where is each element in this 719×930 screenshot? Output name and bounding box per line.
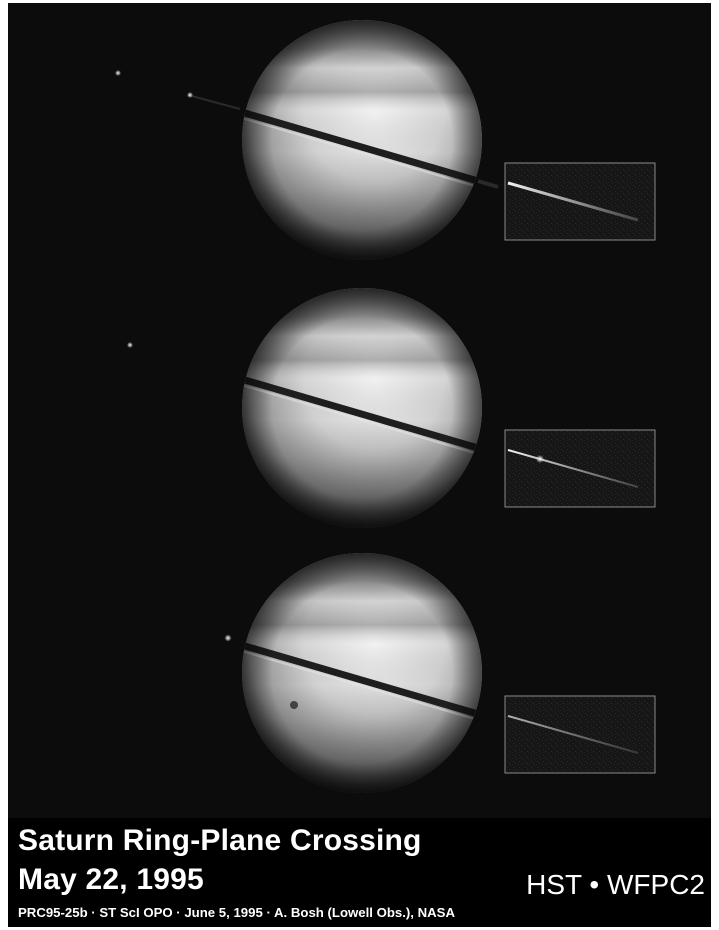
moon-dot	[224, 634, 232, 642]
credit-line: PRC95-25b · ST ScI OPO · June 5, 1995 · …	[18, 905, 455, 920]
ring-inset-2	[504, 429, 656, 508]
figure-title-line-2: May 22, 1995	[18, 863, 204, 896]
ring-inset-1	[504, 162, 656, 241]
ring-inset-3	[504, 695, 656, 774]
caption-bar: Saturn Ring-Plane Crossing May 22, 1995 …	[8, 818, 711, 927]
saturn-frame-2	[127, 288, 482, 528]
moon-dot	[115, 70, 121, 76]
saturn-frame-3	[224, 553, 482, 793]
saturn-frame-1	[115, 20, 499, 260]
moon-dot	[536, 455, 544, 463]
moon-dot	[127, 342, 133, 348]
hst-image-panel: Saturn Ring-Plane Crossing May 22, 1995 …	[8, 3, 711, 927]
instrument-label: HST • WFPC2	[526, 869, 705, 900]
moon-dot	[187, 92, 193, 98]
figure-title-line-1: Saturn Ring-Plane Crossing	[18, 824, 422, 857]
saturn-sequence-image	[115, 20, 656, 793]
